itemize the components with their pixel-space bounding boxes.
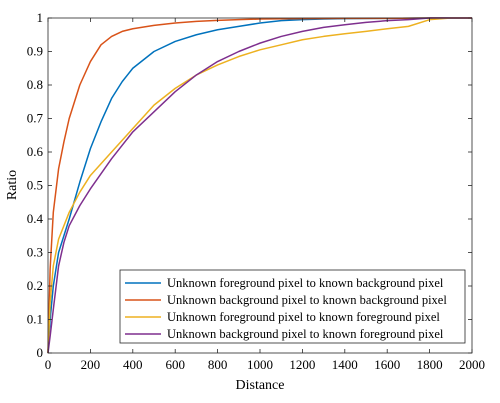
x-tick-label: 1000: [247, 357, 273, 372]
y-tick-label: 0.8: [27, 77, 43, 92]
legend-box: [119, 269, 466, 344]
x-tick-label: 1800: [417, 357, 443, 372]
y-tick-label: 0.3: [27, 245, 43, 260]
x-tick-label: 600: [165, 357, 185, 372]
x-tick-label: 200: [81, 357, 101, 372]
x-tick-label: 1200: [289, 357, 315, 372]
plot-frame: [47, 17, 473, 354]
y-tick-label: 0.5: [27, 178, 43, 193]
y-tick-label: 0.6: [27, 144, 44, 159]
y-tick-label: 0.9: [27, 44, 43, 59]
x-tick-label: 2000: [459, 357, 485, 372]
y-tick-label: 0.1: [27, 312, 43, 327]
legend-label-1: Unknown foreground pixel to known backgr…: [167, 276, 444, 290]
y-tick-label: 0.7: [27, 111, 44, 126]
legend-label-3: Unknown foreground pixel to known foregr…: [167, 310, 440, 324]
y-tick-label: 1: [37, 10, 44, 25]
x-tick-label: 400: [123, 357, 143, 372]
y-axis-label: Ratio: [5, 170, 20, 200]
x-tick-label: 0: [45, 357, 52, 372]
x-tick-label: 1400: [332, 357, 358, 372]
ticks-layer: 0 200 400 600 800 1000 1200 1400 1600 1800 2000 0 0.…: [27, 10, 485, 372]
series-line-2: [47, 17, 472, 354]
y-tick-label: 0: [37, 345, 44, 360]
series-layer: [47, 17, 472, 354]
legend-label-2: Unknown background pixel to known backgr…: [167, 293, 447, 307]
legend-label-4: Unknown background pixel to known foregr…: [167, 327, 444, 341]
legend: Unknown foreground pixel to known backgr…: [119, 269, 466, 344]
x-tick-label: 1600: [374, 357, 400, 372]
x-tick-label: 800: [208, 357, 228, 372]
y-tick-label: 0.2: [27, 278, 43, 293]
series-line-3: [47, 17, 472, 354]
y-tick-label: 0.4: [27, 211, 44, 226]
x-axis-label: Distance: [236, 378, 285, 393]
series-line-4: [47, 17, 472, 354]
